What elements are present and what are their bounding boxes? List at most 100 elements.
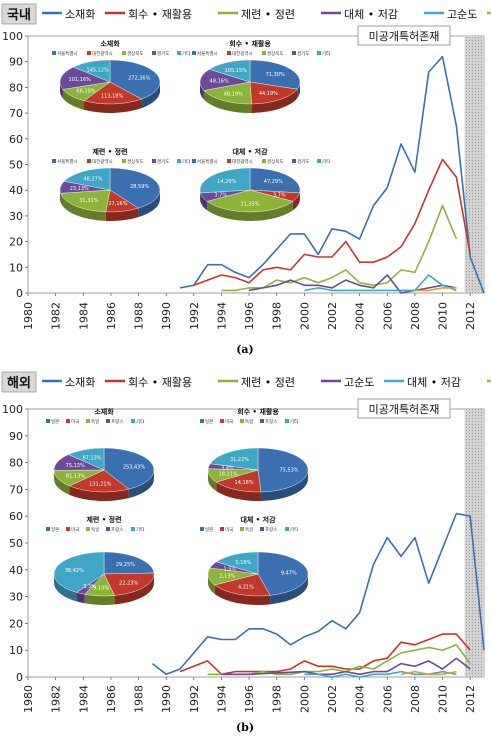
pie-slice [83, 81, 143, 105]
annotation-text: 미공개특허존재 [369, 30, 440, 43]
pie-slice-label: 253,43% [123, 465, 145, 471]
series-line [221, 657, 471, 676]
legend: 소재화 회수 • 재활용 제련 • 정련 고순도 대체 • 저감 제조장치 [42, 375, 491, 389]
pie-side [138, 190, 160, 218]
y-tick-label: 100 [2, 30, 23, 43]
pie-side [76, 592, 85, 604]
pie-title: 회수 • 재활용 [237, 407, 279, 416]
pie-side [270, 574, 308, 605]
pie-slice-label: 48,16% [210, 78, 229, 84]
pie-legend-label: 독일 [91, 526, 99, 533]
pie-legend-label: 기타 [182, 158, 191, 165]
x-tick-label: 1980 [22, 685, 35, 713]
x-tick-label: 2008 [409, 302, 422, 330]
pie-slice [68, 469, 130, 493]
y-tick-label: 50 [9, 537, 23, 550]
y-tick-label: 60 [9, 133, 23, 146]
pie-slice-label: 75,53% [279, 468, 298, 474]
legend-label: 제련 • 정련 [241, 8, 295, 21]
x-tick-label: 1988 [133, 685, 146, 713]
legend-item: 고순도 [321, 376, 374, 389]
pie-slice [67, 447, 105, 471]
pie-legend-label: 프랑스 [111, 526, 123, 533]
x-tick-label: 1996 [243, 685, 256, 713]
legend-item: 소재화 [42, 8, 95, 21]
annotation: 미공개특허존재 [357, 398, 451, 419]
series-line [179, 55, 485, 294]
pie-slice [53, 551, 105, 593]
annotation-text: 미공개특허존재 [369, 403, 440, 416]
legend-item: 대체 • 저감 [384, 376, 461, 389]
pie-slice [63, 167, 111, 191]
legend-label: 대체 • 저감 [344, 8, 398, 21]
x-tick-label: 2010 [437, 685, 450, 713]
pie-slice-label: 22,23% [119, 580, 138, 586]
x-tick-label: 1984 [77, 302, 90, 330]
y-tick-label: 60 [9, 510, 23, 523]
pie-title: 회수 • 재활용 [229, 39, 271, 48]
pie-side [60, 193, 106, 221]
pie-slice [60, 189, 111, 213]
x-tick-label: 2008 [409, 685, 422, 713]
pie-legend-swatch [152, 51, 156, 55]
pie-legend-label: 경기도 [157, 50, 169, 57]
pie-slice [109, 59, 161, 100]
pie-legend-label: 기타 [322, 158, 331, 165]
pie-slice [249, 59, 301, 90]
pie-legend-label: 기타 [290, 526, 299, 533]
pie-slice-label: 23,13% [70, 186, 89, 192]
pie-legend-swatch [46, 527, 50, 531]
pie-legend-swatch [152, 159, 156, 163]
pie-legend-label: 경상북도 [127, 158, 144, 165]
legend-label: 소재화 [65, 376, 95, 389]
x-tick-label: 1992 [188, 685, 201, 713]
pie-side [53, 574, 77, 602]
pie-legend-label: 서울특별시 [57, 158, 78, 165]
y-tick-label: 10 [9, 261, 23, 274]
pie-legend-label: 경기도 [297, 50, 309, 57]
legend-label: 고순도 [344, 376, 374, 389]
y-tick-label: 30 [9, 210, 23, 223]
legend-label: 회수 • 재활용 [128, 375, 192, 389]
y-tick-label: 80 [9, 457, 23, 470]
x-axis: 1980 1982 1984 1986 1988 1990 1992 1994 1996 1998… [22, 293, 477, 330]
y-tick-label: 30 [9, 591, 23, 604]
pie-side [292, 192, 300, 211]
pie-slice-label: 48,19% [224, 91, 243, 97]
x-tick-label: 1986 [105, 302, 118, 330]
y-tick-label: 20 [9, 617, 23, 630]
pie-slice-label: 29,25% [116, 562, 135, 568]
pie-legend-swatch [86, 419, 90, 423]
pie-slice-label: 28,59% [130, 184, 149, 190]
region-badge: 해외 [1, 371, 37, 393]
pie-legend-label: 프랑스 [265, 418, 277, 425]
pie-slice-label: 1,5% [223, 566, 236, 572]
pie-slice [214, 573, 271, 597]
pie-legend-swatch [262, 159, 266, 163]
pie-legend-label: 일본 [205, 526, 213, 533]
pie-slice-label: 145,12% [87, 67, 109, 73]
pie-legend-swatch [262, 51, 266, 55]
region-label: 해외 [7, 375, 31, 391]
y-tick-label: 100 [2, 403, 23, 416]
pie-legend-label: 경상북도 [127, 50, 144, 57]
pie-legend-label: 경기도 [157, 158, 169, 165]
x-tick-label: 1984 [77, 685, 90, 713]
x-tick-label: 2010 [437, 302, 450, 330]
y-tick-label: 20 [9, 236, 23, 249]
pie-legend-swatch [177, 159, 181, 163]
pie-legend-label: 일본 [51, 526, 59, 533]
pie-slice-label: 3,4% [221, 466, 234, 472]
y-tick-label: 50 [9, 159, 23, 172]
y-tick-label: 90 [9, 430, 23, 443]
y-tick-label: 0 [16, 671, 23, 684]
x-tick-label: 2002 [326, 685, 339, 713]
x-tick-label: 1996 [243, 302, 256, 330]
pie-slice [109, 167, 161, 209]
pie-slice-label: 38,42% [65, 568, 84, 574]
x-tick-label: 1990 [160, 685, 173, 713]
